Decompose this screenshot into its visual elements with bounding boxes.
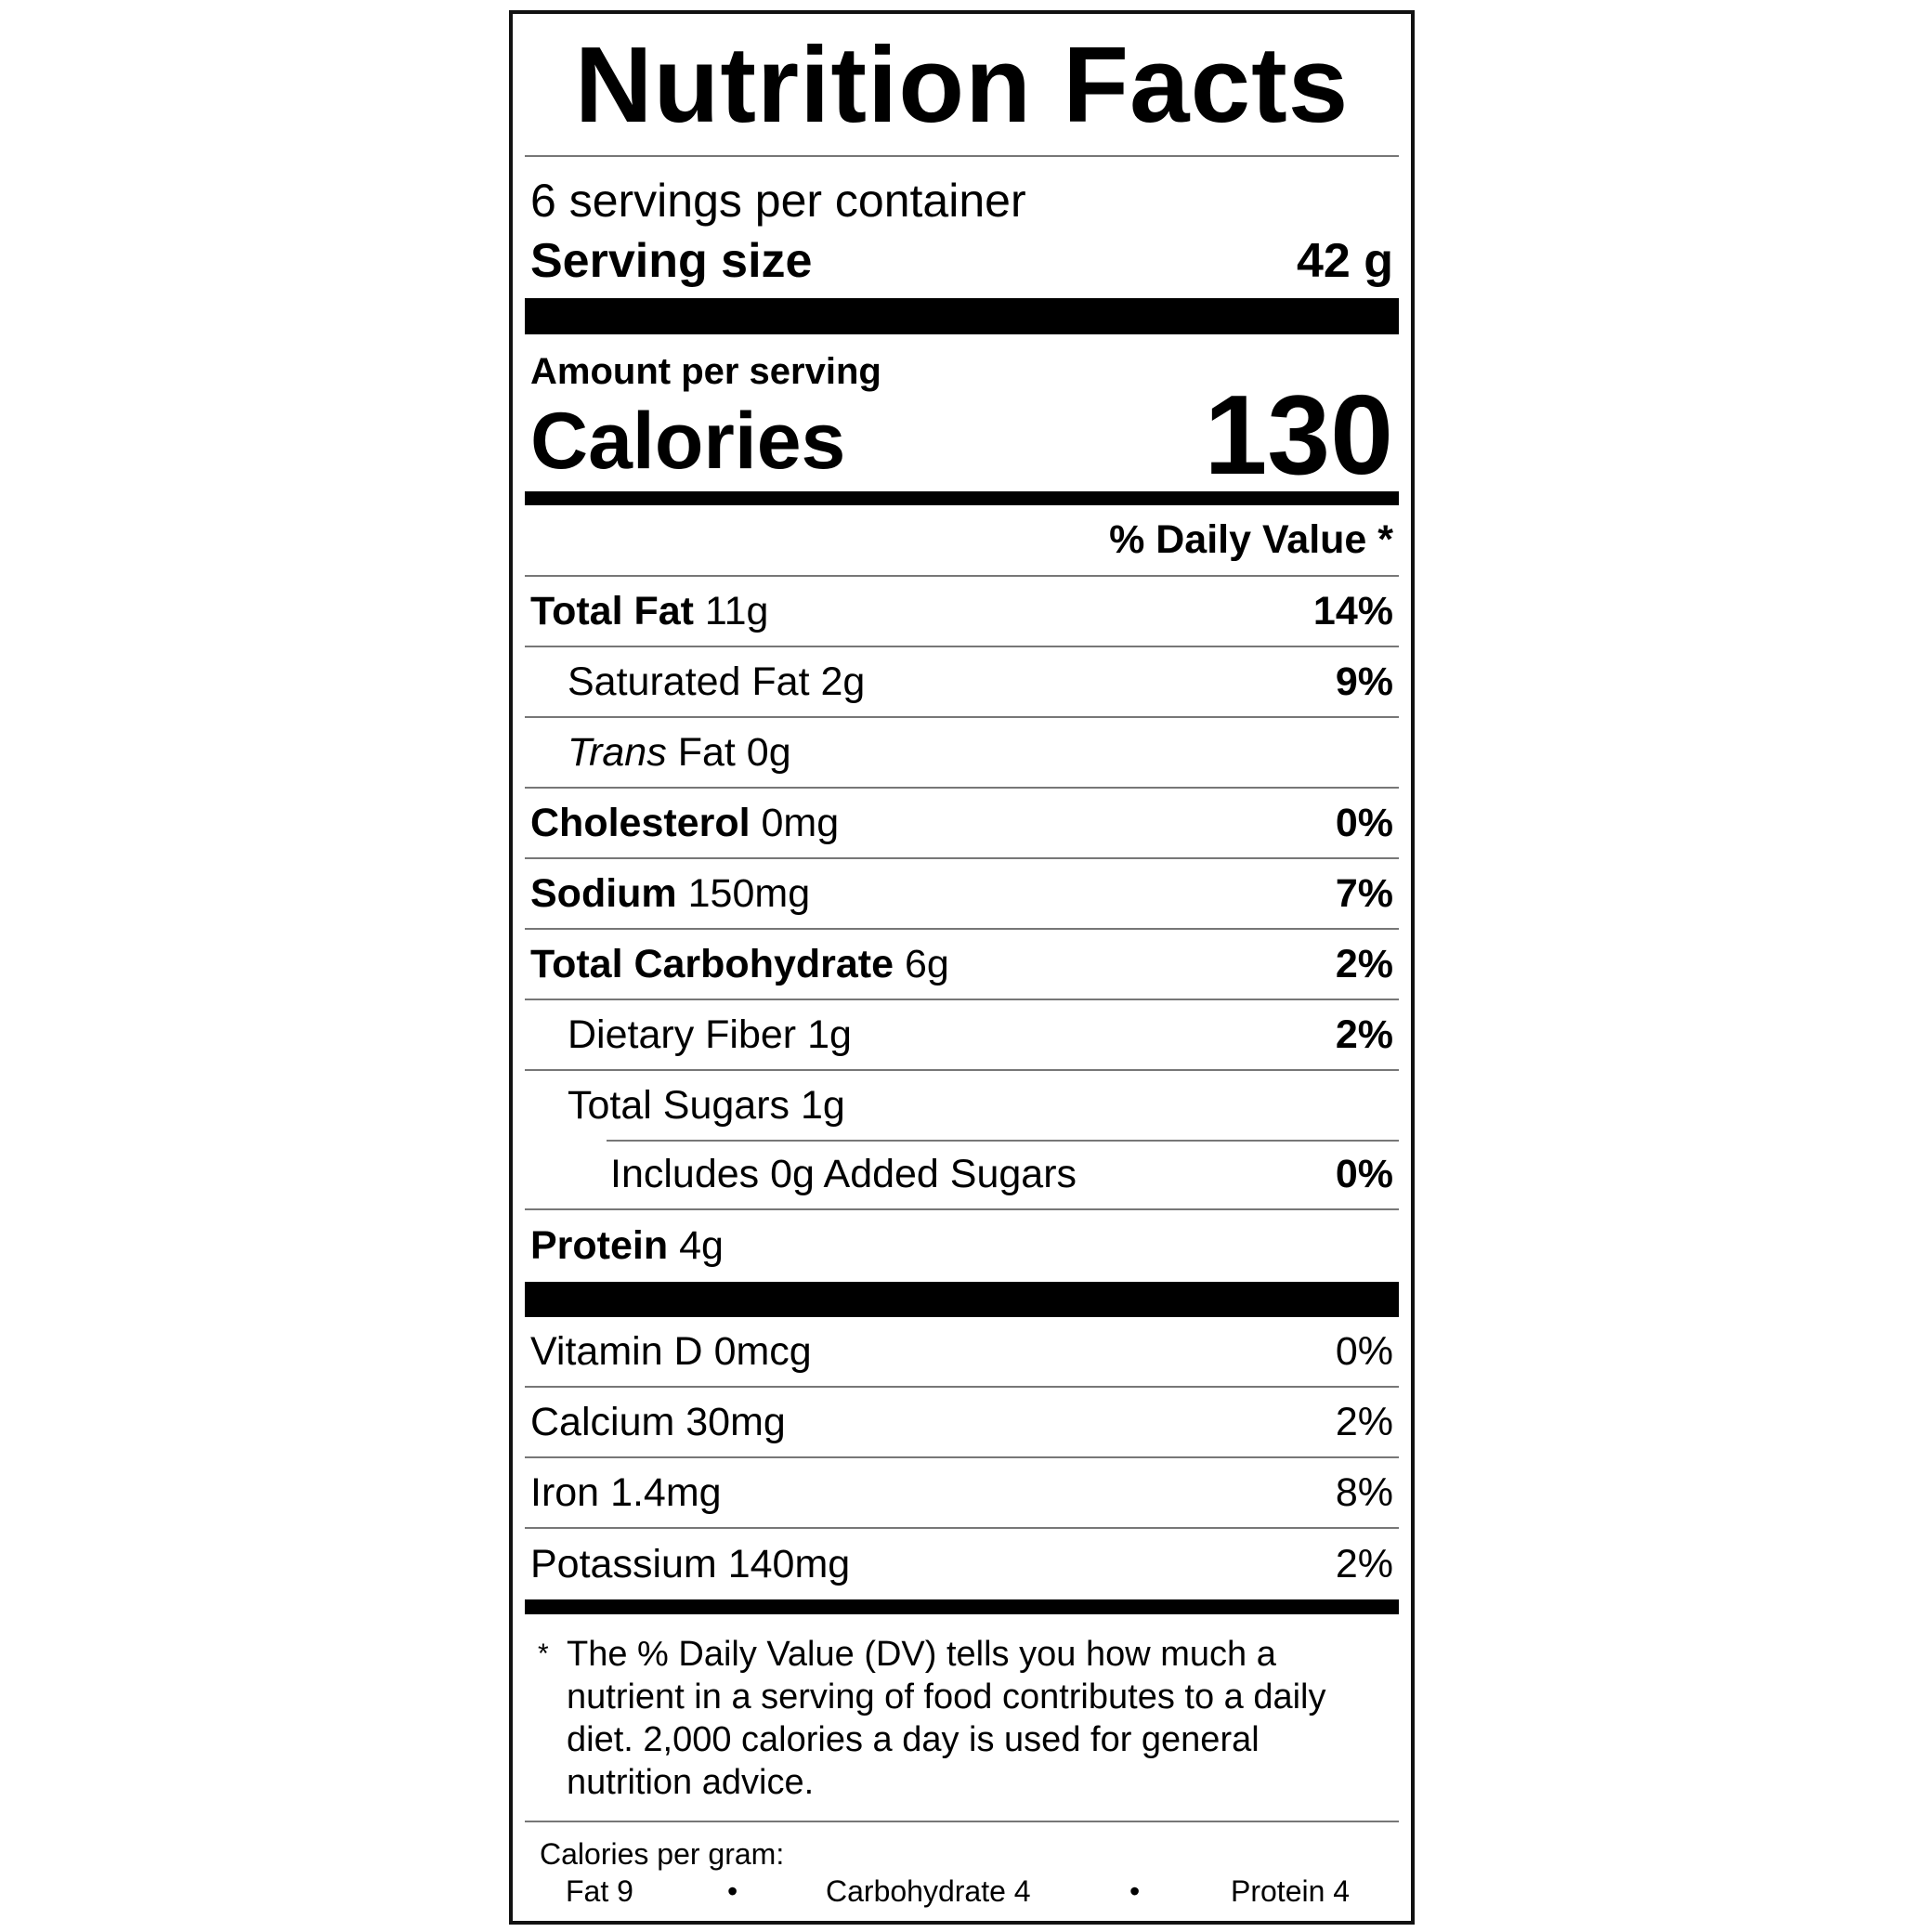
nutrient-amount: 2g	[820, 659, 866, 704]
nutrient-dv: 2%	[1335, 941, 1393, 986]
calories-value: 130	[1204, 372, 1393, 498]
thick-divider	[525, 298, 1399, 334]
vitamin-amount: 1.4mg	[610, 1469, 722, 1515]
vitamin-row-iron: Iron 1.4mg 8%	[525, 1458, 1399, 1529]
nutrient-amount: 1g	[800, 1082, 845, 1128]
nutrient-name: Protein	[530, 1223, 669, 1268]
nutrient-name: Trans	[568, 729, 667, 775]
nutrient-dv: 14%	[1312, 588, 1393, 633]
nutrient-row-total-fat: Total Fat 11g 14%	[525, 577, 1399, 647]
footnote-text: The % Daily Value (DV) tells you how muc…	[567, 1635, 1326, 1802]
nutrient-row-total-carbohydrate: Total Carbohydrate 6g 2%	[525, 930, 1399, 1000]
calories-per-gram: Calories per gram: Fat 9 • Carbohydrate …	[525, 1822, 1399, 1915]
footnote-marker: *	[538, 1638, 549, 1669]
vitamin-amount: 140mg	[727, 1541, 851, 1586]
medium-divider	[525, 1599, 1399, 1614]
vitamin-amount: 0mcg	[713, 1328, 812, 1374]
medium-divider	[525, 491, 1399, 505]
nutrient-row-trans-fat: Trans Fat 0g	[525, 718, 1399, 789]
vitamin-dv: 2%	[1335, 1399, 1393, 1444]
nutrient-dv: 9%	[1335, 659, 1393, 704]
servings-per-container: 6 servings per container	[530, 175, 1026, 227]
serving-info: 6 servings per container Serving size 42…	[525, 157, 1399, 298]
footnote: * The % Daily Value (DV) tells you how m…	[525, 1614, 1399, 1822]
nutrient-amount: 0g	[746, 729, 791, 775]
nutrient-name: Total Carbohydrate	[530, 941, 894, 986]
thick-divider	[525, 1282, 1399, 1317]
nutrient-row-total-sugars: Total Sugars 1g	[525, 1071, 1399, 1142]
nutrient-dv: 0%	[1335, 1151, 1393, 1196]
daily-value-header: % Daily Value *	[525, 505, 1399, 577]
nutrient-name: Total Sugars	[568, 1082, 790, 1128]
nutrient-dv: 0%	[1335, 800, 1393, 845]
vitamin-dv: 2%	[1335, 1541, 1393, 1586]
serving-size-label: Serving size	[530, 234, 813, 288]
serving-size-value: 42 g	[1296, 234, 1393, 288]
nutrient-row-protein: Protein 4g	[525, 1210, 1399, 1282]
nutrient-name: Sodium	[530, 870, 677, 916]
vitamin-dv: 8%	[1335, 1469, 1393, 1515]
nutrient-name-rest: Fat	[677, 729, 736, 775]
calories-section: Amount per serving Calories 130	[525, 334, 1399, 498]
vitamin-row-potassium: Potassium 140mg 2%	[525, 1529, 1399, 1599]
vitamin-row-vitamin-d: Vitamin D 0mcg 0%	[525, 1317, 1399, 1388]
nutrient-amount: 6g	[904, 941, 949, 986]
vitamin-dv: 0%	[1335, 1328, 1393, 1374]
nutrition-facts-label: Nutrition Facts 6 servings per container…	[509, 10, 1415, 1925]
nutrient-row-dietary-fiber: Dietary Fiber 1g 2%	[525, 1000, 1399, 1071]
vitamin-amount: 30mg	[685, 1399, 786, 1444]
nutrient-dv: 2%	[1335, 1012, 1393, 1057]
vitamin-name: Calcium	[530, 1399, 675, 1444]
vitamin-name: Iron	[530, 1469, 600, 1515]
fat-per-gram: Fat 9	[566, 1874, 633, 1908]
nutrient-row-added-sugars: Includes 0g Added Sugars 0%	[525, 1140, 1399, 1210]
vitamin-name: Potassium	[530, 1541, 717, 1586]
calories-label: Calories	[530, 397, 846, 486]
nutrient-name: Includes 0g Added Sugars	[610, 1151, 1077, 1196]
nutrient-name: Saturated Fat	[568, 659, 810, 704]
vitamin-name: Vitamin D	[530, 1328, 703, 1374]
nutrient-row-sodium: Sodium 150mg 7%	[525, 859, 1399, 930]
nutrient-name: Dietary Fiber	[568, 1012, 797, 1057]
nutrient-amount: 4g	[679, 1223, 724, 1268]
calories-per-gram-label: Calories per gram:	[540, 1837, 785, 1871]
nutrient-amount: 11g	[704, 588, 769, 633]
label-title: Nutrition Facts	[525, 14, 1399, 157]
carbohydrate-per-gram: Carbohydrate 4	[826, 1874, 1031, 1908]
bullet-separator: •	[1129, 1874, 1141, 1908]
nutrient-dv: 7%	[1335, 870, 1393, 916]
nutrient-amount: 150mg	[687, 870, 811, 916]
nutrient-name: Total Fat	[530, 588, 694, 633]
nutrient-amount: 0mg	[761, 800, 840, 845]
nutrient-row-cholesterol: Cholesterol 0mg 0%	[525, 789, 1399, 859]
bullet-separator: •	[727, 1874, 738, 1908]
amount-per-serving: Amount per serving	[530, 351, 881, 392]
nutrient-name: Cholesterol	[530, 800, 751, 845]
protein-per-gram: Protein 4	[1231, 1874, 1351, 1908]
vitamin-row-calcium: Calcium 30mg 2%	[525, 1388, 1399, 1458]
nutrient-amount: 1g	[807, 1012, 852, 1057]
nutrient-row-saturated-fat: Saturated Fat 2g 9%	[525, 647, 1399, 718]
